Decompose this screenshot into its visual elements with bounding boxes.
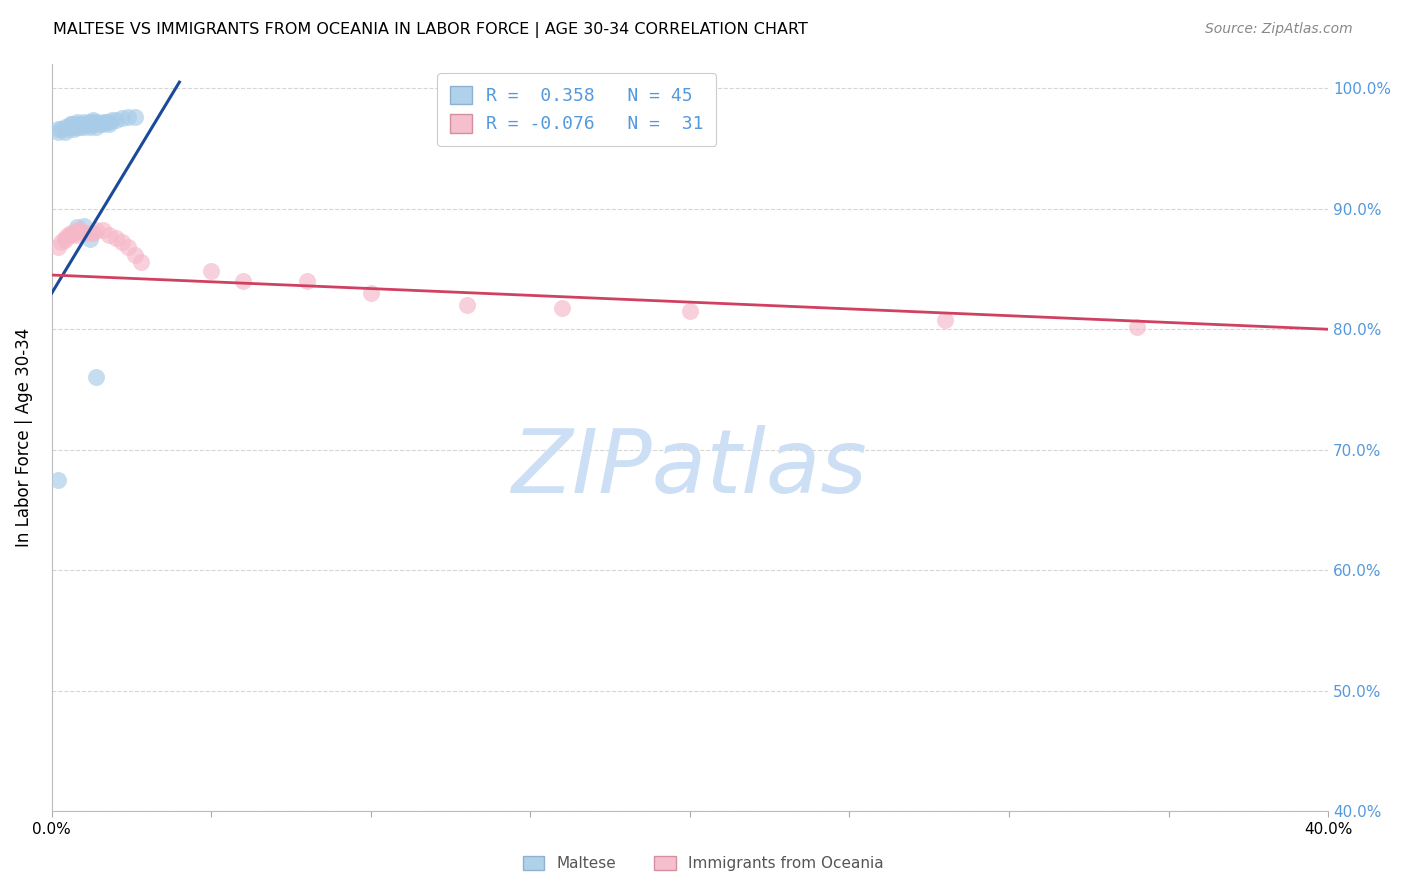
Legend: Maltese, Immigrants from Oceania: Maltese, Immigrants from Oceania xyxy=(516,849,890,877)
Point xyxy=(66,115,89,129)
Point xyxy=(51,235,73,250)
Text: MALTESE VS IMMIGRANTS FROM OCEANIA IN LABOR FORCE | AGE 30-34 CORRELATION CHART: MALTESE VS IMMIGRANTS FROM OCEANIA IN LA… xyxy=(53,22,808,38)
Point xyxy=(98,228,121,243)
Point xyxy=(59,228,82,243)
Point xyxy=(679,304,702,318)
Point xyxy=(104,230,127,244)
Point xyxy=(124,247,146,261)
Point xyxy=(91,223,114,237)
Point xyxy=(56,122,79,136)
Point xyxy=(82,112,104,127)
Point xyxy=(63,120,86,134)
Point xyxy=(63,226,86,240)
Point xyxy=(53,124,76,138)
Point xyxy=(59,117,82,131)
Point xyxy=(98,117,121,131)
Point xyxy=(53,233,76,247)
Point xyxy=(82,226,104,240)
Point xyxy=(59,120,82,134)
Point xyxy=(66,120,89,134)
Point xyxy=(94,115,117,129)
Point xyxy=(46,124,69,138)
Point xyxy=(69,117,91,131)
Point xyxy=(101,112,124,127)
Point xyxy=(79,120,101,134)
Point xyxy=(200,264,222,278)
Point xyxy=(295,274,318,288)
Point xyxy=(56,228,79,243)
Point xyxy=(51,122,73,136)
Point xyxy=(82,117,104,131)
Point xyxy=(360,286,382,301)
Point xyxy=(129,254,152,268)
Point xyxy=(79,117,101,131)
Point xyxy=(66,117,89,131)
Point xyxy=(73,117,96,131)
Point xyxy=(66,223,89,237)
Point xyxy=(56,120,79,134)
Point xyxy=(69,120,91,134)
Point xyxy=(551,301,574,315)
Point xyxy=(111,235,134,250)
Point xyxy=(91,117,114,131)
Point xyxy=(76,117,98,131)
Point xyxy=(53,230,76,244)
Point xyxy=(46,473,69,487)
Point xyxy=(124,110,146,124)
Point xyxy=(86,370,108,384)
Point xyxy=(1125,319,1147,334)
Point xyxy=(86,115,108,129)
Point xyxy=(89,117,111,131)
Point xyxy=(82,115,104,129)
Point xyxy=(117,240,139,254)
Point xyxy=(73,120,96,134)
Point xyxy=(69,223,91,237)
Text: Source: ZipAtlas.com: Source: ZipAtlas.com xyxy=(1205,22,1353,37)
Point xyxy=(53,120,76,134)
Text: ZIPatlas: ZIPatlas xyxy=(512,425,868,510)
Point xyxy=(232,274,254,288)
Point xyxy=(66,228,89,243)
Point xyxy=(79,226,101,240)
Point xyxy=(73,226,96,240)
Point xyxy=(91,115,114,129)
Point xyxy=(117,110,139,124)
Point xyxy=(66,219,89,234)
Point xyxy=(46,122,69,136)
Point xyxy=(59,117,82,131)
Point xyxy=(63,122,86,136)
Point xyxy=(79,232,101,246)
Y-axis label: In Labor Force | Age 30-34: In Labor Force | Age 30-34 xyxy=(15,328,32,548)
Point xyxy=(73,115,96,129)
Point xyxy=(104,112,127,127)
Point xyxy=(111,112,134,126)
Point xyxy=(59,226,82,240)
Legend: R =  0.358   N = 45, R = -0.076   N =  31: R = 0.358 N = 45, R = -0.076 N = 31 xyxy=(437,73,716,146)
Point xyxy=(46,240,69,254)
Point xyxy=(73,219,96,233)
Point xyxy=(86,120,108,134)
Point xyxy=(456,298,478,312)
Point xyxy=(934,312,956,326)
Point xyxy=(79,115,101,129)
Point xyxy=(86,223,108,237)
Point xyxy=(98,115,121,129)
